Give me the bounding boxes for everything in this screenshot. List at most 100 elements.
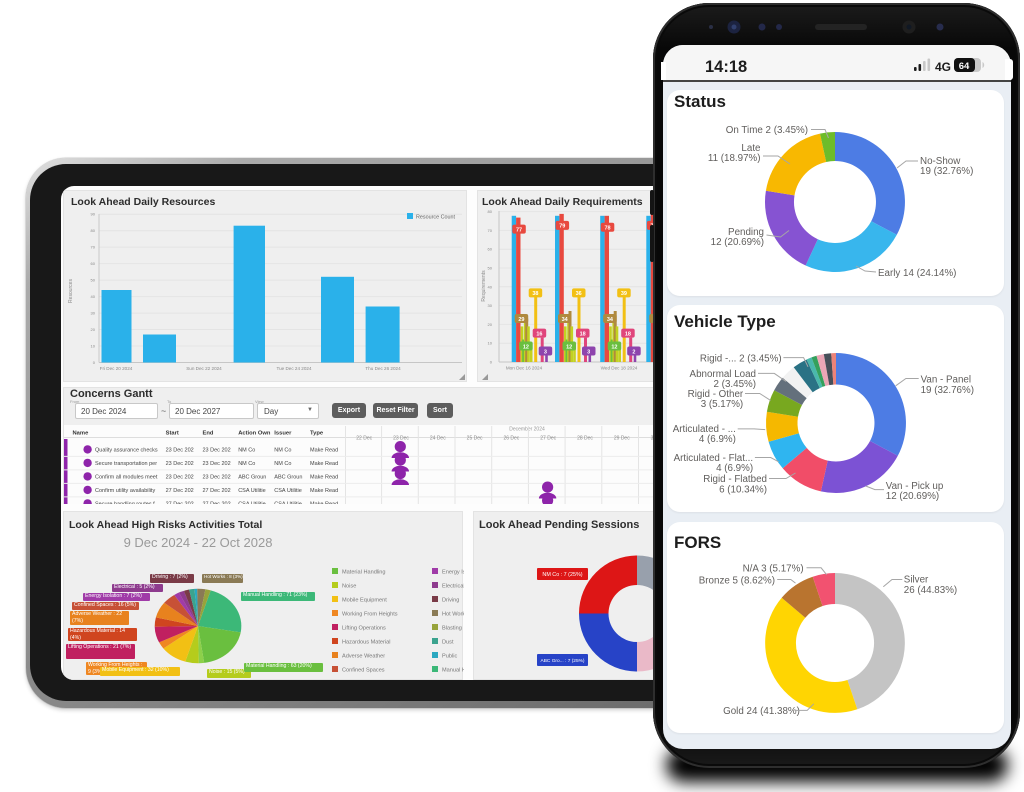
svg-text:90: 90 [91, 212, 96, 217]
svg-text:Action Own: Action Own [238, 431, 271, 437]
svg-text:4 (6.9%): 4 (6.9%) [699, 434, 736, 445]
svg-text:64: 64 [959, 61, 970, 72]
svg-text:Hot Works: Hot Works [442, 612, 464, 618]
svg-text:On Time 2 (3.45%): On Time 2 (3.45%) [726, 125, 808, 136]
svg-text:Make Read: Make Read [310, 447, 338, 453]
svg-text:Driving: Driving [442, 598, 459, 604]
svg-text:End: End [203, 431, 214, 437]
svg-text:6 (10.34%): 6 (10.34%) [719, 485, 767, 496]
svg-text:50: 50 [91, 278, 96, 283]
svg-text:Bronze 5 (8.62%): Bronze 5 (8.62%) [699, 576, 775, 587]
svg-text:Sun Dec 22 2024: Sun Dec 22 2024 [186, 366, 222, 371]
svg-text:CSA Utilitie: CSA Utilitie [274, 488, 302, 494]
svg-text:Silver: Silver [904, 575, 929, 586]
svg-text:27 Dec 202: 27 Dec 202 [203, 488, 231, 494]
svg-text:Quality assurance checks: Quality assurance checks [95, 447, 158, 453]
svg-text:28 Dec: 28 Dec [577, 436, 593, 442]
svg-text:No-Show: No-Show [920, 156, 961, 167]
svg-text:Public: Public [442, 654, 457, 660]
svg-text:26 (44.83%): 26 (44.83%) [904, 585, 957, 596]
svg-text:Resource Count: Resource Count [416, 215, 455, 221]
svg-text:23 Dec: 23 Dec [393, 436, 409, 442]
svg-text:3: 3 [544, 349, 547, 355]
svg-text:Secure transportation per: Secure transportation per [95, 461, 157, 467]
svg-text:80: 80 [488, 209, 493, 214]
svg-text:CSA Utilitie: CSA Utilitie [238, 488, 266, 494]
svg-text:ABC Groun: ABC Groun [274, 474, 302, 480]
svg-text:Hazardous Material: Hazardous Material [342, 640, 391, 646]
svg-text:24 Dec: 24 Dec [430, 436, 446, 442]
svg-text:Gold 24 (41.38%): Gold 24 (41.38%) [723, 706, 800, 717]
svg-text:19 (32.76%): 19 (32.76%) [920, 166, 973, 177]
svg-text:Articulated - ...: Articulated - ... [673, 424, 736, 435]
svg-text:36: 36 [576, 291, 582, 297]
svg-text:Rigid - Flatbed: Rigid - Flatbed [703, 474, 767, 485]
svg-text:Van - Panel: Van - Panel [921, 375, 971, 386]
svg-text:38: 38 [532, 291, 538, 297]
svg-text:Working From Heights: Working From Heights [342, 612, 398, 618]
svg-text:Manual Handling: Manual Handling [442, 668, 464, 674]
svg-text:34: 34 [607, 317, 614, 323]
svg-text:Secure handling routes f: Secure handling routes f [95, 501, 155, 504]
svg-text:10: 10 [91, 344, 96, 349]
svg-text:Mon Dec 16 2024: Mon Dec 16 2024 [506, 366, 543, 371]
svg-text:26 Dec: 26 Dec [503, 436, 519, 442]
svg-text:12 (20.69%): 12 (20.69%) [886, 491, 939, 502]
svg-text:Van - Pick up: Van - Pick up [886, 481, 944, 492]
svg-text:Make Read: Make Read [310, 488, 338, 494]
svg-text:12: 12 [611, 344, 617, 350]
svg-text:39: 39 [621, 291, 627, 297]
svg-text:11 (18.97%): 11 (18.97%) [708, 153, 761, 164]
svg-text:NM Co: NM Co [238, 447, 255, 453]
svg-text:19 (32.76%): 19 (32.76%) [921, 385, 974, 396]
svg-text:Tue Dec 24 2024: Tue Dec 24 2024 [276, 366, 312, 371]
svg-text:Type: Type [310, 431, 324, 437]
svg-text:Issuer: Issuer [274, 431, 292, 437]
svg-text:CSA Utilitie: CSA Utilitie [274, 501, 302, 504]
svg-text:22 Dec: 22 Dec [356, 436, 372, 442]
svg-text:3: 3 [587, 349, 590, 355]
svg-text:23 Dec 202: 23 Dec 202 [166, 447, 194, 453]
svg-text:20: 20 [91, 327, 96, 332]
svg-text:NM Co: NM Co [238, 461, 255, 467]
svg-text:Wed Dec 18 2024: Wed Dec 18 2024 [601, 366, 638, 371]
svg-text:Mobile Equipment: Mobile Equipment [342, 598, 387, 604]
svg-text:Rigid - Other: Rigid - Other [688, 389, 744, 400]
svg-text:23 Dec 202: 23 Dec 202 [203, 461, 231, 467]
svg-text:27 Dec: 27 Dec [540, 436, 556, 442]
svg-text:12: 12 [523, 344, 529, 350]
svg-text:2: 2 [632, 349, 635, 355]
svg-text:Articulated - Flat...: Articulated - Flat... [674, 453, 754, 464]
svg-text:12: 12 [566, 344, 572, 350]
svg-text:2 (3.45%): 2 (3.45%) [714, 379, 756, 390]
svg-text:Abnormal Load: Abnormal Load [690, 369, 756, 380]
svg-text:Pending: Pending [728, 227, 764, 238]
svg-text:60: 60 [488, 247, 493, 252]
svg-text:29: 29 [518, 317, 524, 323]
svg-text:Make Read: Make Read [310, 501, 338, 504]
svg-text:Lifting Operations: Lifting Operations [342, 626, 386, 632]
svg-text:Thu Dec 26 2024: Thu Dec 26 2024 [365, 366, 401, 371]
svg-text:Start: Start [166, 431, 179, 437]
svg-text:Confirm utility availability: Confirm utility availability [95, 488, 155, 494]
svg-text:78: 78 [604, 226, 610, 232]
svg-text:Electrical: Electrical [442, 584, 464, 590]
svg-text:Confined Spaces: Confined Spaces [342, 668, 385, 674]
svg-text:23 Dec 202: 23 Dec 202 [166, 474, 194, 480]
svg-text:23 Dec 202: 23 Dec 202 [166, 461, 194, 467]
svg-text:10: 10 [488, 341, 493, 346]
svg-text:70: 70 [488, 228, 493, 233]
svg-text:Name: Name [73, 431, 90, 437]
svg-text:4G: 4G [935, 60, 951, 74]
svg-text:12 (20.69%): 12 (20.69%) [711, 237, 764, 248]
svg-text:60: 60 [91, 261, 96, 266]
svg-text:4 (6.9%): 4 (6.9%) [716, 463, 753, 474]
svg-text:December 2024: December 2024 [509, 427, 545, 433]
svg-text:Resources: Resources [68, 279, 74, 303]
svg-text:25 Dec: 25 Dec [467, 436, 483, 442]
svg-text:34: 34 [562, 317, 569, 323]
svg-text:Blasting: Blasting [442, 626, 462, 632]
svg-text:27 Dec 202: 27 Dec 202 [203, 501, 231, 504]
svg-text:Fri Dec 20 2024: Fri Dec 20 2024 [100, 366, 133, 371]
svg-text:Noise: Noise [342, 584, 356, 590]
